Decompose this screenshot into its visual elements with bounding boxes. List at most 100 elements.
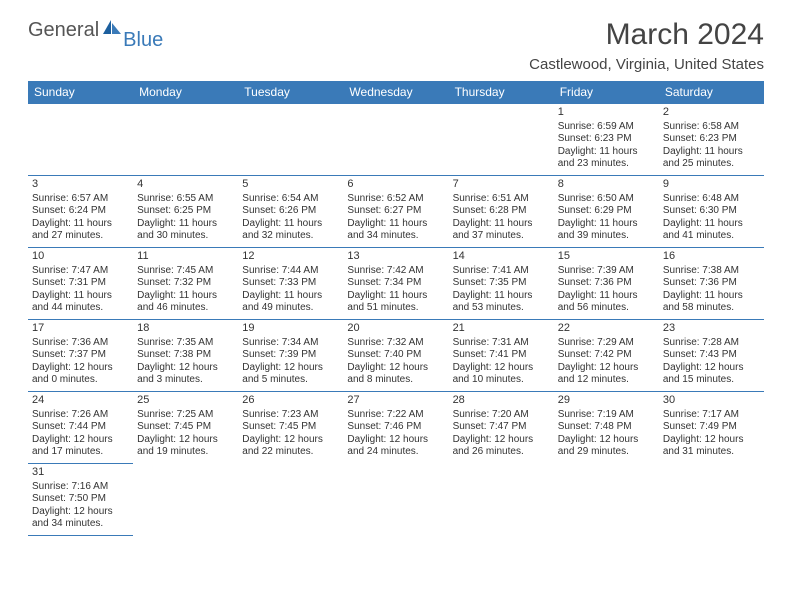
sunset-text: Sunset: 7:44 PM <box>32 421 129 434</box>
sunrise-text: Sunrise: 6:57 AM <box>32 193 129 206</box>
daylight-text: and 58 minutes. <box>663 302 760 315</box>
sunset-text: Sunset: 7:49 PM <box>663 421 760 434</box>
day-number: 26 <box>242 394 339 408</box>
daylight-text: Daylight: 11 hours <box>558 218 655 231</box>
daylight-text: and 29 minutes. <box>558 446 655 459</box>
day-number: 6 <box>347 178 444 192</box>
daylight-text: and 10 minutes. <box>453 374 550 387</box>
sunrise-text: Sunrise: 7:47 AM <box>32 265 129 278</box>
sunset-text: Sunset: 7:40 PM <box>347 349 444 362</box>
sunrise-text: Sunrise: 7:42 AM <box>347 265 444 278</box>
daylight-text: Daylight: 12 hours <box>242 362 339 375</box>
daylight-text: and 51 minutes. <box>347 302 444 315</box>
day-number: 29 <box>558 394 655 408</box>
sunrise-text: Sunrise: 6:51 AM <box>453 193 550 206</box>
sunrise-text: Sunrise: 7:36 AM <box>32 337 129 350</box>
daylight-text: and 12 minutes. <box>558 374 655 387</box>
daylight-text: and 34 minutes. <box>347 230 444 243</box>
day-number: 19 <box>242 322 339 336</box>
sunset-text: Sunset: 6:26 PM <box>242 205 339 218</box>
day-number: 14 <box>453 250 550 264</box>
daylight-text: Daylight: 11 hours <box>137 218 234 231</box>
sunset-text: Sunset: 6:23 PM <box>558 133 655 146</box>
sunrise-text: Sunrise: 7:41 AM <box>453 265 550 278</box>
day-number: 9 <box>663 178 760 192</box>
daylight-text: Daylight: 12 hours <box>663 434 760 447</box>
daylight-text: Daylight: 11 hours <box>663 218 760 231</box>
calendar-week-row: 1Sunrise: 6:59 AMSunset: 6:23 PMDaylight… <box>28 104 764 176</box>
sunrise-text: Sunrise: 7:25 AM <box>137 409 234 422</box>
sunset-text: Sunset: 7:33 PM <box>242 277 339 290</box>
calendar-cell <box>133 464 238 536</box>
daylight-text: and 37 minutes. <box>453 230 550 243</box>
daylight-text: Daylight: 11 hours <box>347 290 444 303</box>
daylight-text: Daylight: 11 hours <box>453 218 550 231</box>
daylight-text: and 3 minutes. <box>137 374 234 387</box>
day-number: 1 <box>558 106 655 120</box>
day-number: 25 <box>137 394 234 408</box>
calendar-cell: 2Sunrise: 6:58 AMSunset: 6:23 PMDaylight… <box>659 104 764 176</box>
daylight-text: Daylight: 12 hours <box>137 434 234 447</box>
daylight-text: Daylight: 12 hours <box>32 362 129 375</box>
calendar-cell <box>28 104 133 176</box>
calendar-cell: 15Sunrise: 7:39 AMSunset: 7:36 PMDayligh… <box>554 248 659 320</box>
calendar-cell: 28Sunrise: 7:20 AMSunset: 7:47 PMDayligh… <box>449 392 554 464</box>
calendar-cell: 22Sunrise: 7:29 AMSunset: 7:42 PMDayligh… <box>554 320 659 392</box>
sunset-text: Sunset: 7:48 PM <box>558 421 655 434</box>
day-number: 8 <box>558 178 655 192</box>
sunset-text: Sunset: 7:45 PM <box>137 421 234 434</box>
calendar-week-row: 24Sunrise: 7:26 AMSunset: 7:44 PMDayligh… <box>28 392 764 464</box>
calendar-cell: 12Sunrise: 7:44 AMSunset: 7:33 PMDayligh… <box>238 248 343 320</box>
daylight-text: Daylight: 12 hours <box>453 362 550 375</box>
daylight-text: and 0 minutes. <box>32 374 129 387</box>
calendar-cell: 19Sunrise: 7:34 AMSunset: 7:39 PMDayligh… <box>238 320 343 392</box>
day-number: 28 <box>453 394 550 408</box>
calendar-cell <box>238 464 343 536</box>
calendar-cell: 31Sunrise: 7:16 AMSunset: 7:50 PMDayligh… <box>28 464 133 536</box>
calendar-cell: 17Sunrise: 7:36 AMSunset: 7:37 PMDayligh… <box>28 320 133 392</box>
calendar-cell: 21Sunrise: 7:31 AMSunset: 7:41 PMDayligh… <box>449 320 554 392</box>
daylight-text: and 34 minutes. <box>32 518 129 531</box>
month-title: March 2024 <box>529 18 764 52</box>
calendar-cell: 20Sunrise: 7:32 AMSunset: 7:40 PMDayligh… <box>343 320 448 392</box>
sunrise-text: Sunrise: 7:44 AM <box>242 265 339 278</box>
calendar-cell <box>659 464 764 536</box>
day-number: 20 <box>347 322 444 336</box>
daylight-text: Daylight: 11 hours <box>558 146 655 159</box>
sunrise-text: Sunrise: 6:58 AM <box>663 121 760 134</box>
day-number: 13 <box>347 250 444 264</box>
calendar-week-row: 31Sunrise: 7:16 AMSunset: 7:50 PMDayligh… <box>28 464 764 536</box>
calendar-cell: 8Sunrise: 6:50 AMSunset: 6:29 PMDaylight… <box>554 176 659 248</box>
daylight-text: and 27 minutes. <box>32 230 129 243</box>
sunrise-text: Sunrise: 7:45 AM <box>137 265 234 278</box>
calendar-cell: 30Sunrise: 7:17 AMSunset: 7:49 PMDayligh… <box>659 392 764 464</box>
sunset-text: Sunset: 7:36 PM <box>558 277 655 290</box>
day-number: 22 <box>558 322 655 336</box>
sunset-text: Sunset: 7:42 PM <box>558 349 655 362</box>
calendar-cell: 13Sunrise: 7:42 AMSunset: 7:34 PMDayligh… <box>343 248 448 320</box>
calendar-cell: 24Sunrise: 7:26 AMSunset: 7:44 PMDayligh… <box>28 392 133 464</box>
sunrise-text: Sunrise: 7:17 AM <box>663 409 760 422</box>
daylight-text: Daylight: 12 hours <box>347 362 444 375</box>
daylight-text: and 41 minutes. <box>663 230 760 243</box>
day-number: 15 <box>558 250 655 264</box>
day-header: Sunday <box>28 81 133 104</box>
daylight-text: Daylight: 11 hours <box>558 290 655 303</box>
daylight-text: and 23 minutes. <box>558 158 655 171</box>
sunset-text: Sunset: 7:46 PM <box>347 421 444 434</box>
sunset-text: Sunset: 6:29 PM <box>558 205 655 218</box>
day-number: 4 <box>137 178 234 192</box>
sunrise-text: Sunrise: 7:20 AM <box>453 409 550 422</box>
calendar-cell <box>554 464 659 536</box>
daylight-text: and 19 minutes. <box>137 446 234 459</box>
day-number: 2 <box>663 106 760 120</box>
sunset-text: Sunset: 7:39 PM <box>242 349 339 362</box>
day-number: 16 <box>663 250 760 264</box>
day-number: 18 <box>137 322 234 336</box>
daylight-text: Daylight: 11 hours <box>347 218 444 231</box>
sunrise-text: Sunrise: 7:19 AM <box>558 409 655 422</box>
sunrise-text: Sunrise: 7:38 AM <box>663 265 760 278</box>
sunset-text: Sunset: 7:37 PM <box>32 349 129 362</box>
sunset-text: Sunset: 6:23 PM <box>663 133 760 146</box>
sunrise-text: Sunrise: 6:55 AM <box>137 193 234 206</box>
